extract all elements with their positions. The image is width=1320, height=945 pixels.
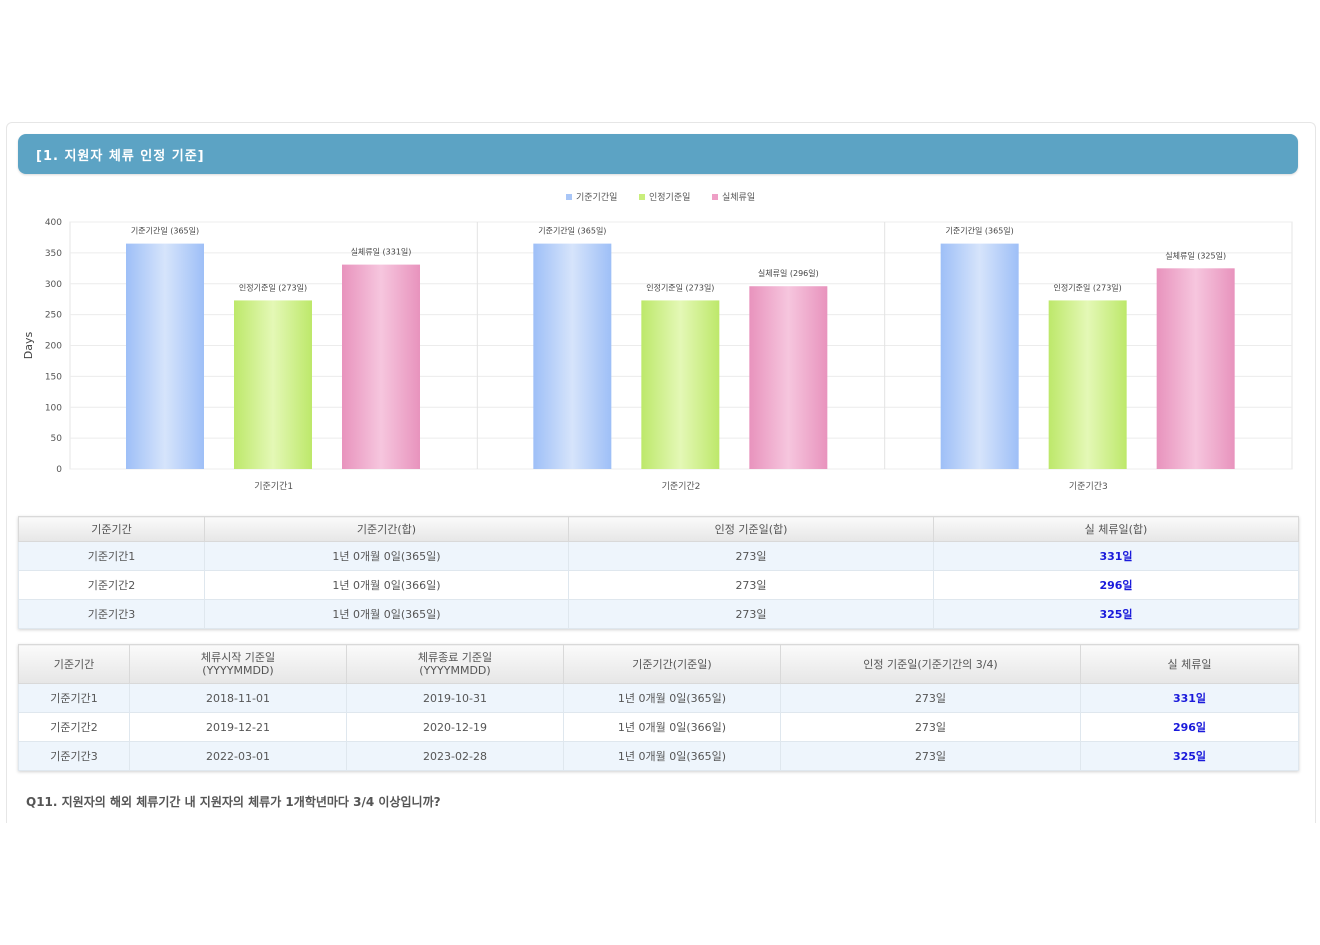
column-header: 인정 기준일(합) <box>568 516 934 542</box>
question-text: Q11. 지원자의 해외 체류기간 내 지원자의 체류가 1개학년마다 3/4 … <box>26 795 441 809</box>
summary-table: 기준기간 기준기간(합) 인정 기준일(합) 실 체류일(합) 기준기간1 1년… <box>18 516 1299 629</box>
table-cell: 2022-03-01 <box>129 741 347 771</box>
table-cell: 2019-10-31 <box>346 683 564 713</box>
y-axis-label: Days <box>22 332 35 360</box>
bar <box>749 286 828 469</box>
table-row: 기준기간2 1년 0개월 0일(366일) 273일 296일 <box>18 570 1299 600</box>
table-cell: 273일 <box>568 599 934 629</box>
y-tick-label: 350 <box>45 249 62 259</box>
section-title: [1. 지원자 체류 인정 기준] <box>36 149 205 164</box>
x-tick-label: 기준기간2 <box>662 481 701 492</box>
actual-days-cell: 296일 <box>1080 712 1299 742</box>
y-tick-label: 0 <box>56 465 62 475</box>
column-header: 기준기간(기준일) <box>563 644 781 684</box>
legend-swatch <box>712 194 718 200</box>
table-header-row: 기준기간 기준기간(합) 인정 기준일(합) 실 체류일(합) <box>18 516 1299 542</box>
table-row: 기준기간1 2018-11-01 2019-10-31 1년 0개월 0일(36… <box>18 683 1299 713</box>
table-row: 기준기간3 2022-03-01 2023-02-28 1년 0개월 0일(36… <box>18 741 1299 771</box>
actual-days-cell: 331일 <box>1080 683 1299 713</box>
bar <box>533 243 612 469</box>
table-cell: 기준기간3 <box>18 599 205 629</box>
data-label: 실체류일 (296일) <box>758 268 819 278</box>
x-tick-label: 기준기간1 <box>254 481 293 492</box>
actual-days-cell: 325일 <box>1080 741 1299 771</box>
table-cell: 2018-11-01 <box>129 683 347 713</box>
detail-table: 기준기간 체류시작 기준일 (YYYYMMDD) 체류종료 기준일 (YYYYM… <box>18 644 1299 771</box>
residence-bar-chart: 0 50 100 150 200 250 300 350 400 Days 기준기간일 (365일)… <box>22 192 1293 492</box>
bar <box>1156 268 1235 469</box>
table-cell: 1년 0개월 0일(365일) <box>204 541 569 571</box>
actual-days-cell: 331일 <box>933 541 1299 571</box>
y-tick-label: 50 <box>51 434 63 444</box>
y-tick-label: 150 <box>45 372 62 382</box>
section-header: [1. 지원자 체류 인정 기준] <box>18 134 1298 174</box>
table-cell: 2023-02-28 <box>346 741 564 771</box>
table-cell: 기준기간1 <box>18 683 130 713</box>
legend-label: 기준기간일 <box>576 192 617 203</box>
data-label: 기준기간일 (365일) <box>131 226 199 236</box>
column-header: 기준기간 <box>18 516 205 542</box>
table-cell: 273일 <box>780 741 1081 771</box>
column-header: 기준기간 <box>18 644 130 684</box>
table-cell: 2020-12-19 <box>346 712 564 742</box>
column-header: 체류시작 기준일 (YYYYMMDD) <box>129 644 347 684</box>
table-cell: 1년 0개월 0일(365일) <box>563 683 781 713</box>
table-cell: 1년 0개월 0일(365일) <box>204 599 569 629</box>
table-header-row: 기준기간 체류시작 기준일 (YYYYMMDD) 체류종료 기준일 (YYYYM… <box>18 644 1299 684</box>
data-label: 기준기간일 (365일) <box>946 226 1014 236</box>
x-tick-label: 기준기간3 <box>1069 481 1108 492</box>
table-cell: 기준기간3 <box>18 741 130 771</box>
column-header: 실 체류일(합) <box>933 516 1299 542</box>
table-cell: 1년 0개월 0일(366일) <box>204 570 569 600</box>
legend-label: 실체류일 <box>722 192 755 203</box>
y-tick-label: 100 <box>45 403 62 413</box>
bar <box>342 264 420 469</box>
y-tick-label: 250 <box>45 311 62 321</box>
table-cell: 1년 0개월 0일(366일) <box>563 712 781 742</box>
column-header: 실 체류일 <box>1080 644 1299 684</box>
data-label: 기준기간일 (365일) <box>538 226 606 236</box>
table-cell: 기준기간2 <box>18 712 130 742</box>
bar <box>940 243 1019 469</box>
legend-swatch <box>566 194 572 200</box>
table-cell: 1년 0개월 0일(365일) <box>563 741 781 771</box>
legend-swatch <box>639 194 645 200</box>
bar <box>641 300 720 469</box>
data-label: 실체류일 (325일) <box>1165 250 1226 260</box>
legend-label: 인정기준일 <box>649 192 690 203</box>
table-cell: 기준기간2 <box>18 570 205 600</box>
bar <box>126 243 204 469</box>
actual-days-cell: 296일 <box>933 570 1299 600</box>
data-label: 인정기준일 (273일) <box>646 282 714 292</box>
bar <box>1048 300 1127 469</box>
table-cell: 273일 <box>780 712 1081 742</box>
table-row: 기준기간3 1년 0개월 0일(365일) 273일 325일 <box>18 599 1299 629</box>
data-label: 실체류일 (331일) <box>351 247 412 257</box>
actual-days-cell: 325일 <box>933 599 1299 629</box>
column-header: 기준기간(합) <box>204 516 569 542</box>
table-cell: 273일 <box>568 570 934 600</box>
column-header: 인정 기준일(기준기간의 3/4) <box>780 644 1081 684</box>
table-row: 기준기간1 1년 0개월 0일(365일) 273일 331일 <box>18 541 1299 571</box>
table-cell: 2019-12-21 <box>129 712 347 742</box>
table-row: 기준기간2 2019-12-21 2020-12-19 1년 0개월 0일(36… <box>18 712 1299 742</box>
data-label: 인정기준일 (273일) <box>1054 282 1122 292</box>
y-tick-label: 200 <box>45 342 62 352</box>
y-tick-label: 400 <box>45 218 62 228</box>
data-label: 인정기준일 (273일) <box>239 282 307 292</box>
y-tick-label: 300 <box>45 280 62 290</box>
table-cell: 273일 <box>780 683 1081 713</box>
column-header: 체류종료 기준일 (YYYYMMDD) <box>346 644 564 684</box>
table-cell: 기준기간1 <box>18 541 205 571</box>
table-cell: 273일 <box>568 541 934 571</box>
bar <box>234 300 312 469</box>
